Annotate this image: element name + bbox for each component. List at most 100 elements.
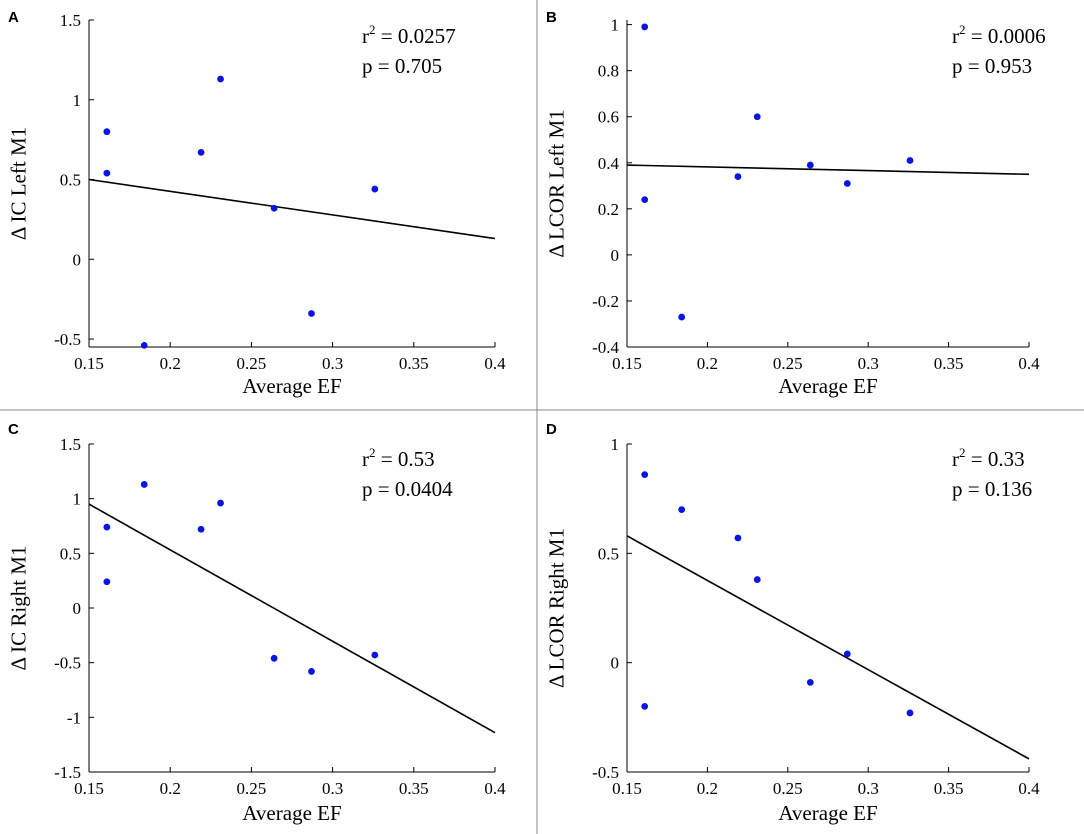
r-squared-value: = 0.0006 bbox=[966, 24, 1046, 48]
x-tick-label: 0.15 bbox=[612, 779, 642, 798]
data-point bbox=[308, 668, 315, 675]
data-point bbox=[641, 23, 649, 31]
x-tick-label: 0.15 bbox=[74, 779, 104, 798]
y-tick-label: -0.2 bbox=[592, 292, 619, 311]
fit-line bbox=[88, 503, 496, 734]
data-point bbox=[197, 525, 205, 533]
x-tick-label: 0.25 bbox=[237, 354, 267, 373]
p-value-label: p = 0.705 bbox=[362, 54, 442, 78]
data-point bbox=[753, 576, 761, 583]
y-tick-label: -1 bbox=[67, 708, 81, 727]
y-tick-label: 1 bbox=[611, 16, 620, 35]
y-tick-label: 1 bbox=[611, 435, 620, 454]
x-tick-label: 0.15 bbox=[612, 354, 642, 373]
r-squared-symbol: r bbox=[952, 24, 959, 48]
y-tick-label: -0.5 bbox=[592, 763, 619, 782]
x-tick-label: 0.2 bbox=[160, 354, 181, 373]
panel-letter: B bbox=[546, 9, 557, 26]
data-point bbox=[371, 651, 379, 659]
x-tick-label: 0.35 bbox=[399, 354, 429, 373]
x-tick-label: 0.3 bbox=[322, 779, 343, 798]
x-tick-label: 0.4 bbox=[1018, 354, 1040, 373]
p-value-label: p = 0.953 bbox=[952, 54, 1032, 78]
x-tick-label: 0.2 bbox=[697, 779, 718, 798]
x-tick-label: 0.3 bbox=[858, 779, 879, 798]
r-squared-exponent: 2 bbox=[959, 445, 966, 460]
x-tick-label: 0.3 bbox=[322, 354, 343, 373]
x-tick-label: 0.2 bbox=[697, 354, 718, 373]
y-tick-label: 0 bbox=[73, 250, 82, 269]
p-value-label: p = 0.136 bbox=[952, 477, 1032, 501]
data-point bbox=[641, 471, 649, 479]
r-squared-symbol: r bbox=[952, 447, 959, 471]
panel-d: D 0.15 0.2 0.25 0.3 0.35 0.4 -0.5 0 0.5 1 Average E… bbox=[544, 421, 1040, 825]
data-point bbox=[806, 678, 814, 686]
data-point bbox=[140, 342, 148, 349]
y-tick-label: 0.6 bbox=[598, 108, 619, 127]
data-point bbox=[217, 499, 224, 507]
panel-letter: C bbox=[8, 421, 19, 438]
data-point bbox=[734, 173, 742, 180]
x-tick-label: 0.35 bbox=[934, 354, 964, 373]
y-tick-label: -0.5 bbox=[54, 654, 81, 673]
y-axis-label: Δ IC Left M1 bbox=[6, 127, 30, 240]
panel-letter: D bbox=[546, 421, 557, 438]
y-tick-label: 0.4 bbox=[598, 154, 620, 173]
fit-line bbox=[626, 164, 1030, 176]
y-tick-label: 0.8 bbox=[598, 62, 619, 81]
data-point bbox=[197, 148, 205, 156]
y-tick-label: 1 bbox=[73, 490, 82, 509]
data-point bbox=[103, 523, 111, 531]
r-squared-exponent: 2 bbox=[369, 445, 376, 460]
y-tick-label: 0.5 bbox=[598, 544, 619, 563]
r-squared-exponent: 2 bbox=[959, 22, 966, 37]
x-tick-label: 0.2 bbox=[160, 779, 181, 798]
panel-a: A 0.15 0.2 0.25 0.3 0.35 0.4 -0.5 0 0.5 1 1.5 Averag… bbox=[6, 9, 506, 398]
data-point bbox=[843, 180, 851, 187]
y-tick-label: 0.5 bbox=[60, 544, 81, 563]
r-squared-label: r2 = 0.0257 bbox=[362, 22, 456, 48]
panel-c: C 0.15 0.2 0.25 0.3 0.35 0.4 -1.5 -1 -0.5 0 0.5 1 1.5… bbox=[6, 421, 506, 825]
x-tick-label: 0.3 bbox=[858, 354, 879, 373]
data-point bbox=[753, 113, 761, 121]
y-tick-label: 1.5 bbox=[60, 11, 81, 30]
x-axis-label: Average EF bbox=[242, 801, 341, 825]
r-squared-value: = 0.33 bbox=[966, 447, 1025, 471]
data-point bbox=[678, 313, 686, 321]
data-point bbox=[103, 128, 111, 136]
data-point bbox=[678, 506, 686, 513]
data-point bbox=[734, 534, 742, 542]
y-axis-label: Δ LCOR Left M1 bbox=[544, 109, 568, 257]
r-squared-value: = 0.53 bbox=[376, 447, 435, 471]
data-point bbox=[308, 310, 315, 317]
fit-line bbox=[626, 535, 1030, 760]
y-axis-label: Δ LCOR Right M1 bbox=[544, 528, 568, 688]
x-tick-label: 0.4 bbox=[1018, 779, 1040, 798]
r-squared-symbol: r bbox=[362, 24, 369, 48]
panel-letter: A bbox=[8, 9, 19, 26]
panel-b: B 0.15 0.2 0.25 0.3 0.35 0.4 -0.4 -0.2 0 0.2 0.4 0.6… bbox=[544, 9, 1045, 398]
r-squared-label: r2 = 0.0006 bbox=[952, 22, 1046, 48]
p-value-label: p = 0.0404 bbox=[362, 477, 453, 501]
data-point bbox=[140, 481, 148, 488]
x-tick-label: 0.25 bbox=[773, 354, 803, 373]
x-tick-label: 0.15 bbox=[74, 354, 104, 373]
x-axis-label: Average EF bbox=[242, 374, 341, 398]
data-point bbox=[641, 196, 649, 204]
y-tick-label: -0.4 bbox=[592, 338, 619, 357]
x-axis-label: Average EF bbox=[778, 374, 877, 398]
y-tick-label: 1.5 bbox=[60, 435, 81, 454]
x-tick-label: 0.4 bbox=[484, 354, 506, 373]
y-tick-label: 0 bbox=[611, 246, 620, 265]
y-tick-label: -0.5 bbox=[54, 330, 81, 349]
fit-line bbox=[88, 178, 496, 240]
x-tick-label: 0.25 bbox=[237, 779, 267, 798]
data-point bbox=[371, 185, 379, 193]
x-tick-label: 0.4 bbox=[484, 779, 506, 798]
r-squared-symbol: r bbox=[362, 447, 369, 471]
data-point bbox=[270, 204, 278, 212]
data-point bbox=[217, 75, 224, 83]
y-tick-label: 0 bbox=[73, 599, 82, 618]
data-point bbox=[270, 654, 278, 662]
